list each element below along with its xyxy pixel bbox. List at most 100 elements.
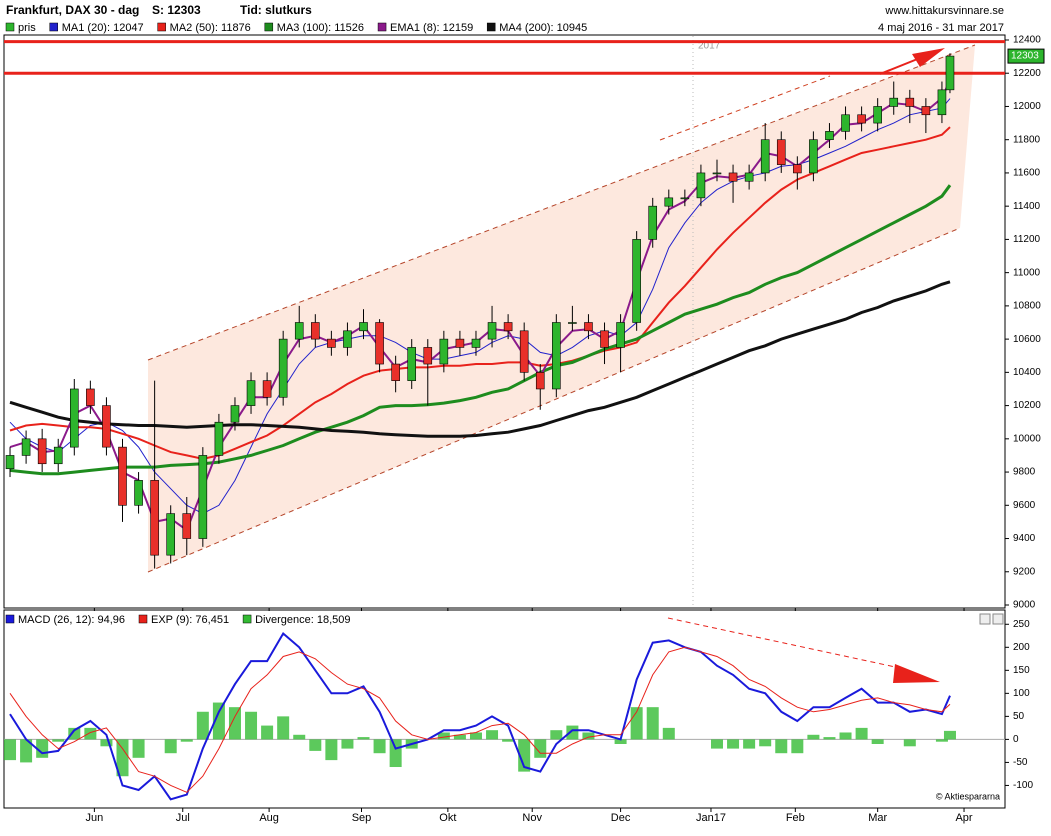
legend-label: EMA1 (8): 12159 xyxy=(390,22,473,34)
legend-swatch xyxy=(377,22,387,32)
legend-swatch xyxy=(486,22,496,32)
divergence-bar xyxy=(791,739,804,754)
candle-body xyxy=(873,106,882,124)
candle-body xyxy=(552,322,561,390)
divergence-bar xyxy=(20,739,33,763)
macd-line xyxy=(9,646,951,793)
divergence-bar xyxy=(839,732,852,740)
channel-lower xyxy=(147,227,961,573)
legend-swatch xyxy=(5,614,15,624)
candle-body xyxy=(455,338,465,348)
candle-body xyxy=(246,380,256,406)
candle-body xyxy=(945,55,955,91)
y-tick-label: 9200 xyxy=(1013,566,1036,577)
arrow-head xyxy=(912,48,945,67)
y-tick-label: 9600 xyxy=(1013,500,1036,511)
last-price: S: 12303 xyxy=(152,3,201,17)
candle-body xyxy=(535,372,545,390)
trend-channel xyxy=(148,45,975,572)
ma-line xyxy=(9,126,951,460)
divergence-bar xyxy=(550,730,563,740)
divergence-bar xyxy=(807,734,820,740)
candle-body xyxy=(230,405,240,423)
divergence-bar xyxy=(245,711,258,740)
macd-panel xyxy=(3,609,1006,809)
candle-body xyxy=(760,139,770,174)
candle-body xyxy=(487,322,497,340)
divergence-bar xyxy=(277,716,290,740)
y-tick-label: 9800 xyxy=(1013,467,1036,478)
ma-line xyxy=(9,280,951,438)
y-tick-label: 12200 xyxy=(1013,68,1041,79)
candle-body xyxy=(343,330,352,348)
divergence-bar xyxy=(775,739,788,754)
divergence-bar xyxy=(743,739,756,749)
x-tick-label: Sep xyxy=(352,812,372,824)
candle-body xyxy=(118,446,127,506)
x-tick-label: Apr xyxy=(955,812,972,824)
date-range: 4 maj 2016 - 31 mar 2017 xyxy=(878,22,1004,34)
divergence-bar xyxy=(212,702,225,740)
y-tick-label: 150 xyxy=(1013,665,1030,676)
y-tick-label: 10600 xyxy=(1013,334,1041,345)
y-tick-label: 0 xyxy=(1013,734,1019,745)
candle-body xyxy=(696,172,706,199)
legend-label: MA1 (20): 12047 xyxy=(62,22,144,34)
candle-body xyxy=(423,347,433,365)
y-tick-label: 100 xyxy=(1013,688,1030,699)
divergence-bar xyxy=(437,732,450,740)
y-tick-label: 11200 xyxy=(1013,234,1041,245)
y-tick-label: 9000 xyxy=(1013,600,1036,611)
legend-swatch xyxy=(138,614,148,624)
legend-label: MACD (26, 12): 94,96 xyxy=(18,614,125,626)
last-price-label: 12303 xyxy=(1011,51,1039,62)
title: Frankfurt, DAX 30 - xyxy=(6,3,115,17)
legend-label: MA4 (200): 10945 xyxy=(499,22,587,34)
period: dag xyxy=(118,3,139,17)
legend-swatch xyxy=(5,22,15,32)
candle-body xyxy=(632,239,641,323)
panel-icon xyxy=(992,613,1004,625)
divergence-bar xyxy=(100,739,113,747)
divergence-bar xyxy=(662,727,675,740)
divergence-bar xyxy=(389,739,402,768)
macd-arrow-head xyxy=(893,664,940,683)
candle-body xyxy=(150,480,159,556)
candle-body xyxy=(825,131,834,140)
candle-body xyxy=(793,164,802,174)
candle-body xyxy=(905,97,915,107)
candle-body xyxy=(69,388,79,448)
divergence-bar xyxy=(582,732,595,740)
candle-body xyxy=(375,322,384,365)
macd-trend xyxy=(667,617,901,669)
divergence-bar xyxy=(373,739,386,754)
y-tick-label: -50 xyxy=(1013,757,1028,768)
candle-body xyxy=(809,139,818,174)
divergence-bar xyxy=(196,711,209,740)
plot-layer: 9000 9200 9400 9600 9800 10000 10200 10400 10600… xyxy=(4,22,1045,824)
legend-label: EXP (9): 76,451 xyxy=(151,614,229,626)
last-price-box xyxy=(1007,48,1045,64)
divergence-bar xyxy=(903,739,916,747)
divergence-bar xyxy=(943,730,956,740)
arrow-shaft xyxy=(879,57,921,75)
divergence-bar xyxy=(84,727,97,740)
divergence-bar xyxy=(309,739,322,751)
legend-label: pris xyxy=(18,22,36,34)
divergence-bar xyxy=(871,739,884,744)
x-tick-label: Nov xyxy=(522,812,542,824)
candle-body xyxy=(937,89,947,116)
y-tick-label: 11800 xyxy=(1013,134,1041,145)
candle-body xyxy=(198,455,208,539)
macd-line xyxy=(9,631,951,801)
site: www.hittakursvinnare.se xyxy=(884,5,1004,17)
y-tick-label: 11000 xyxy=(1013,267,1041,278)
divergence-bar xyxy=(341,739,354,749)
candle-body xyxy=(407,347,417,381)
divergence-bar xyxy=(293,734,306,740)
candle-body xyxy=(391,363,400,381)
candle-body xyxy=(648,205,658,240)
candle-body xyxy=(889,97,899,107)
candle-body xyxy=(21,438,31,456)
